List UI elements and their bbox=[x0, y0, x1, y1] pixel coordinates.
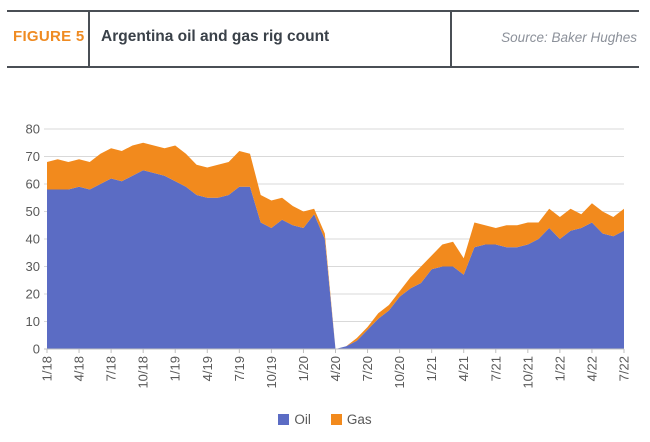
gas-legend-swatch bbox=[330, 414, 342, 425]
x-axis-label-1/21: 1/21 bbox=[424, 356, 439, 381]
header-top-rule bbox=[7, 10, 639, 12]
x-axis-label-10/18: 10/18 bbox=[136, 356, 151, 389]
gas-legend-label: Gas bbox=[346, 412, 372, 427]
x-axis-label-4/19: 4/19 bbox=[200, 356, 215, 381]
y-axis-label-50: 50 bbox=[26, 204, 40, 219]
x-axis-label-7/21: 7/21 bbox=[488, 356, 503, 381]
x-axis-label-4/21: 4/21 bbox=[456, 356, 471, 381]
x-axis-label-1/18: 1/18 bbox=[40, 356, 55, 381]
x-axis-label-4/22: 4/22 bbox=[584, 356, 599, 381]
stacked-area-chart: 0 10 20 30 40 50 60 70 80 1/18 4/18 7/18 10/18 1/19 4/… bbox=[26, 122, 632, 389]
figure-source: Source: Baker Hughes bbox=[501, 30, 637, 45]
header-bottom-rule bbox=[7, 66, 639, 68]
x-axis-label-1/19: 1/19 bbox=[168, 356, 183, 381]
x-axis-label-7/20: 7/20 bbox=[360, 356, 375, 381]
y-axis-label-70: 70 bbox=[26, 149, 40, 164]
x-axis-label-4/20: 4/20 bbox=[328, 356, 343, 381]
y-axis-label-0: 0 bbox=[33, 342, 40, 357]
header-divider-left bbox=[88, 11, 90, 66]
figure-title: Argentina oil and gas rig count bbox=[101, 28, 330, 45]
x-axis-label-7/18: 7/18 bbox=[104, 356, 119, 381]
x-axis-label-10/19: 10/19 bbox=[264, 356, 279, 389]
y-axis-label-80: 80 bbox=[26, 122, 40, 137]
x-axis-label-7/19: 7/19 bbox=[232, 356, 247, 381]
x-axis-label-10/21: 10/21 bbox=[520, 356, 535, 389]
figure-number-label: FIGURE 5 bbox=[13, 28, 85, 45]
x-axis-label-10/20: 10/20 bbox=[392, 356, 407, 389]
header-divider-right bbox=[450, 11, 452, 66]
y-axis-label-60: 60 bbox=[26, 177, 40, 192]
x-axis-label-1/22: 1/22 bbox=[552, 356, 567, 381]
oil-area-series bbox=[47, 170, 624, 349]
oil-legend-label: Oil bbox=[294, 412, 311, 427]
y-axis-label-40: 40 bbox=[26, 232, 40, 247]
gas-area-series bbox=[47, 142, 624, 349]
y-axis-label-30: 30 bbox=[26, 259, 40, 274]
y-axis-label-10: 10 bbox=[26, 314, 40, 329]
chart-legend: Oil Gas bbox=[0, 412, 650, 427]
legend-item-gas: Gas bbox=[330, 412, 372, 427]
oil-legend-swatch bbox=[278, 414, 290, 425]
x-axis-label-1/20: 1/20 bbox=[296, 356, 311, 381]
y-axis-label-20: 20 bbox=[26, 287, 40, 302]
x-axis-label-4/18: 4/18 bbox=[72, 356, 87, 381]
legend-item-oil: Oil bbox=[278, 412, 311, 427]
x-axis-label-7/22: 7/22 bbox=[617, 356, 632, 381]
